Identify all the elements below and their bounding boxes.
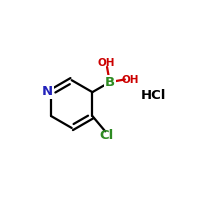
Text: Cl: Cl — [99, 129, 114, 142]
Text: OH: OH — [98, 58, 115, 68]
Text: OH: OH — [121, 75, 139, 85]
Text: N: N — [42, 85, 53, 98]
Text: B: B — [105, 76, 115, 89]
Text: HCl: HCl — [141, 89, 166, 102]
